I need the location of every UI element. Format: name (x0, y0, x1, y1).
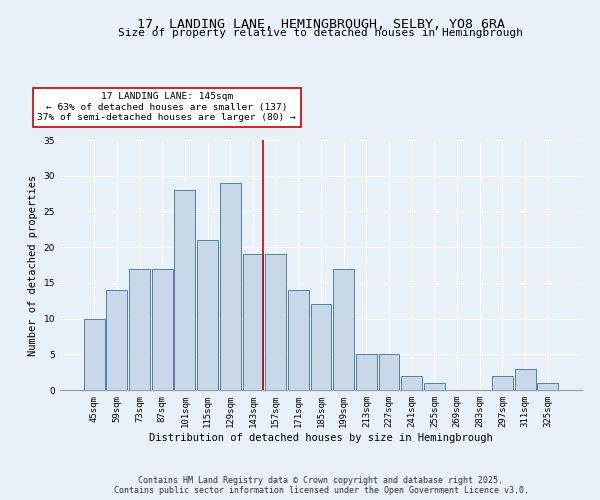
Bar (197, 240, 218, 390)
Bar (515, 368, 536, 390)
Bar (333, 268, 354, 390)
Text: Contains HM Land Registry data © Crown copyright and database right 2025.
Contai: Contains HM Land Registry data © Crown c… (113, 476, 529, 495)
Bar (424, 383, 445, 390)
Bar (356, 354, 377, 390)
Bar (106, 290, 127, 390)
Bar (175, 190, 196, 390)
Bar (220, 183, 241, 390)
Text: 17 LANDING LANE: 145sqm
← 63% of detached houses are smaller (137)
37% of semi-d: 17 LANDING LANE: 145sqm ← 63% of detache… (37, 92, 296, 122)
Bar (265, 254, 286, 390)
Bar (129, 268, 150, 390)
Bar (379, 354, 400, 390)
Bar (152, 268, 173, 390)
Text: Size of property relative to detached houses in Hemingbrough: Size of property relative to detached ho… (119, 28, 523, 38)
Bar (288, 290, 309, 390)
Bar (401, 376, 422, 390)
Bar (311, 304, 331, 390)
Bar (538, 383, 558, 390)
X-axis label: Distribution of detached houses by size in Hemingbrough: Distribution of detached houses by size … (149, 432, 493, 442)
Text: 17, LANDING LANE, HEMINGBROUGH, SELBY, YO8 6RA: 17, LANDING LANE, HEMINGBROUGH, SELBY, Y… (137, 18, 505, 30)
Y-axis label: Number of detached properties: Number of detached properties (28, 174, 38, 356)
Bar (84, 318, 104, 390)
Bar (492, 376, 513, 390)
Bar (242, 254, 263, 390)
